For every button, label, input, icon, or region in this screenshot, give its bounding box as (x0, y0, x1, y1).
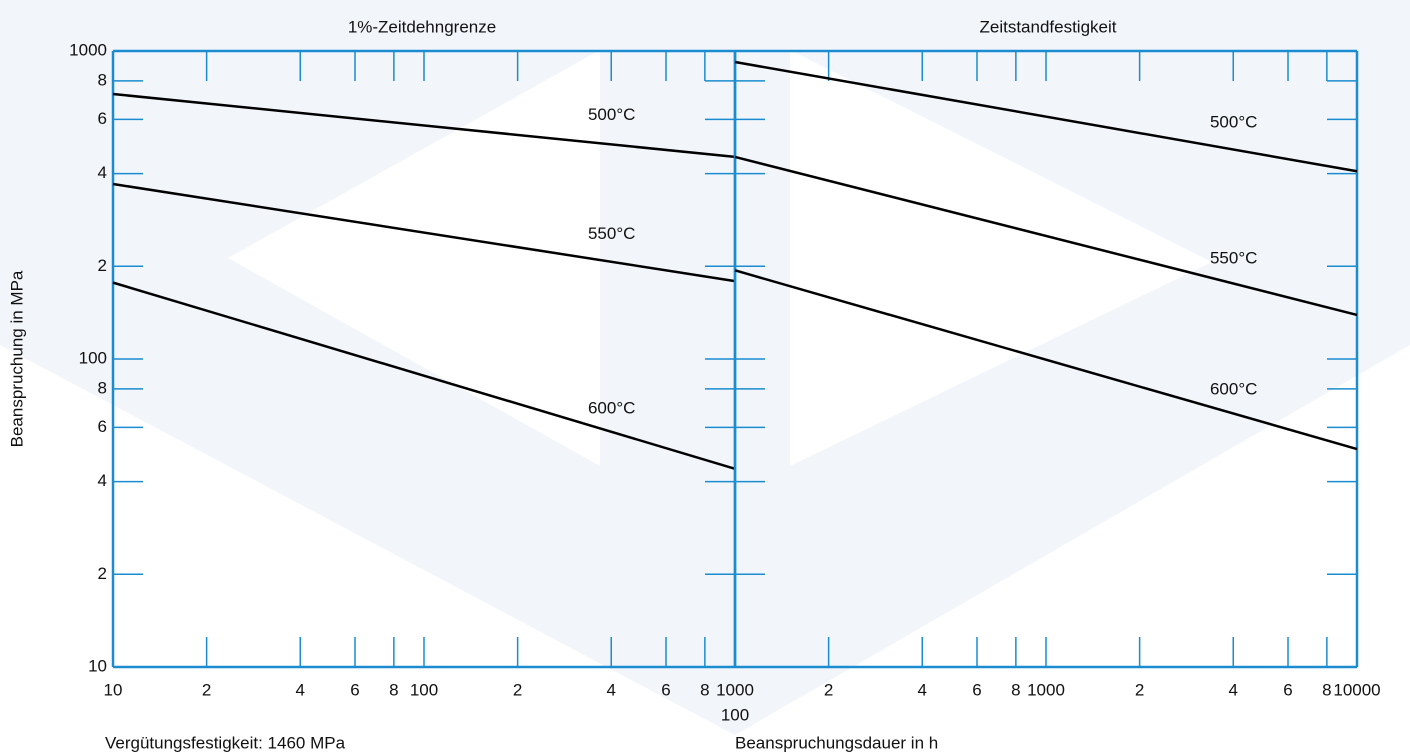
panel-title: 1%-Zeitdehngrenze (348, 17, 496, 36)
series-label: 600°C (588, 398, 635, 417)
series-line (734, 269, 1358, 451)
series-line (112, 281, 736, 471)
x-tick-label: 2 (824, 680, 833, 699)
series-label: 600°C (1210, 380, 1257, 399)
watermark (790, 50, 1212, 466)
x-tick-label: 100 (721, 705, 749, 724)
x-tick-label: 8 (389, 680, 398, 699)
series-line (112, 182, 736, 283)
x-tick-label: 8 (1011, 680, 1020, 699)
series-line (734, 155, 1358, 317)
y-tick-label: 1000 (69, 40, 107, 59)
y-tick-label: 6 (98, 109, 107, 128)
x-tick-label: 6 (1283, 680, 1292, 699)
y-tick-label: 2 (98, 256, 107, 275)
x-tick-label: 10 (104, 680, 123, 699)
x-tick-label: 4 (918, 680, 927, 699)
series-line (734, 60, 1358, 173)
x-tick-label: 8 (1322, 680, 1331, 699)
x-tick-label: 1000 (716, 680, 754, 699)
series-label: 500°C (588, 105, 635, 124)
y-tick-label: 4 (98, 163, 107, 182)
panel-title: Zeitstandfestigkeit (979, 17, 1116, 36)
y-tick-label: 4 (98, 471, 107, 490)
series-label: 550°C (1210, 249, 1257, 268)
y-tick-label: 6 (98, 417, 107, 436)
y-tick-label: 10 (88, 656, 107, 675)
series-label: 500°C (1210, 112, 1257, 131)
x-tick-label: 8 (700, 680, 709, 699)
y-tick-label: 100 (79, 348, 107, 367)
y-tick-label: 8 (98, 70, 107, 89)
x-tick-label: 2 (1135, 680, 1144, 699)
series-line (112, 92, 736, 159)
watermark (228, 50, 600, 466)
x-tick-label: 4 (1229, 680, 1238, 699)
x-tick-label: 6 (350, 680, 359, 699)
x-tick-label: 2 (513, 680, 522, 699)
watermark (0, 0, 1410, 735)
y-tick-label: 8 (98, 378, 107, 397)
x-tick-label: 4 (296, 680, 305, 699)
x-tick-label: 6 (661, 680, 670, 699)
x-tick-label: 4 (607, 680, 616, 699)
x-axis-label: Beanspruchungsdauer in h (735, 733, 938, 752)
x-tick-label: 6 (972, 680, 981, 699)
x-tick-label: 2 (202, 680, 211, 699)
y-tick-label: 2 (98, 564, 107, 583)
series-label: 550°C (588, 224, 635, 243)
x-tick-label: 1000 (1027, 680, 1065, 699)
annotation: Vergütungsfestigkeit: 1460 MPa (105, 733, 346, 752)
x-tick-label: 100 (410, 680, 438, 699)
x-tick-label: 10000 (1333, 680, 1380, 699)
y-axis-label: Beanspruchung in MPa (7, 270, 26, 447)
